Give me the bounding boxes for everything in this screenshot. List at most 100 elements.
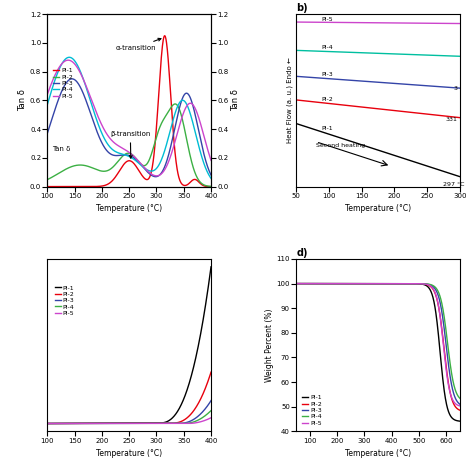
PI-4 [402,281,408,286]
Line: PI-1: PI-1 [47,267,211,423]
PI-5 [154,420,160,426]
PI-2 [141,420,146,426]
Text: α-transition: α-transition [116,38,161,51]
PI-1 [168,417,173,422]
X-axis label: Temperature (°C): Temperature (°C) [345,449,411,458]
PI-3 [460,403,465,409]
PI-2 [340,281,346,286]
PI-3 [45,420,50,426]
PI-2 [118,420,124,426]
PI-1 [340,281,346,286]
Text: 331: 331 [446,117,457,122]
PI-3 [118,420,124,426]
Line: PI-3: PI-3 [296,283,463,406]
PI-3 [154,420,160,426]
Text: d): d) [296,248,308,258]
PI-1 [334,281,340,286]
PI-3 [293,281,299,286]
PI-5 [141,420,146,426]
PI-1 [154,420,160,426]
PI-2 [423,282,428,287]
Text: PI-5: PI-5 [321,17,333,21]
PI-3 [141,420,146,426]
Line: PI-2: PI-2 [296,283,463,411]
PI-3 [73,420,79,426]
PI-4 [168,420,173,426]
Text: Second heating: Second heating [316,143,365,148]
PI-5 [293,281,299,286]
PI-2 [208,369,214,375]
PI-1 [402,281,408,286]
Y-axis label: Tan δ: Tan δ [231,90,240,111]
PI-3 [334,281,340,286]
PI-3 [423,281,428,287]
PI-4 [443,328,449,334]
PI-3 [443,342,449,347]
PI-2 [346,281,352,286]
PI-1 [293,281,299,286]
PI-5 [208,415,214,420]
Text: Tan δ: Tan δ [52,146,71,152]
X-axis label: Temperature (°C): Temperature (°C) [345,204,411,213]
PI-5 [168,420,173,426]
PI-4 [423,281,428,287]
PI-5 [118,420,124,426]
PI-2 [154,420,160,426]
PI-2 [334,281,340,286]
PI-1 [118,420,124,426]
PI-4 [87,420,92,426]
Text: 297 °C: 297 °C [443,182,464,187]
PI-5 [346,281,352,286]
Line: PI-4: PI-4 [296,283,463,400]
PI-3 [168,420,173,426]
PI-5 [340,281,346,286]
PI-2 [45,420,50,426]
PI-4 [340,281,346,286]
PI-2 [73,420,79,426]
X-axis label: Temperature (°C): Temperature (°C) [96,449,162,458]
PI-4 [346,281,352,286]
PI-4 [45,420,50,426]
PI-2 [443,364,449,369]
PI-3 [87,420,92,426]
PI-2 [402,281,408,286]
PI-5 [334,281,340,286]
PI-2 [293,281,299,286]
Text: PI-3: PI-3 [321,73,333,77]
Y-axis label: Tan δ: Tan δ [18,90,27,111]
X-axis label: Temperature (°C): Temperature (°C) [96,204,162,213]
Text: b): b) [296,3,308,13]
Y-axis label: Heat Flow (a. u.) Endo ←: Heat Flow (a. u.) Endo ← [287,57,293,143]
PI-3 [402,281,408,286]
PI-4 [73,420,79,426]
PI-1 [87,420,92,426]
Text: 3: 3 [453,86,457,91]
PI-1 [45,420,50,426]
Text: PI-1: PI-1 [321,126,333,131]
Line: PI-3: PI-3 [47,401,211,423]
PI-3 [346,281,352,286]
PI-5 [73,420,79,426]
PI-5 [45,420,50,426]
PI-2 [87,420,92,426]
PI-4 [460,397,465,403]
PI-4 [118,420,124,426]
PI-1 [443,399,449,405]
Legend: PI-1, PI-2, PI-3, PI-4, PI-5: PI-1, PI-2, PI-3, PI-4, PI-5 [52,283,77,319]
Line: PI-2: PI-2 [47,372,211,423]
PI-4 [154,420,160,426]
Text: PI-2: PI-2 [321,97,333,102]
PI-4 [141,420,146,426]
PI-5 [460,403,465,409]
Line: PI-4: PI-4 [47,410,211,423]
PI-1 [346,281,352,286]
PI-5 [443,366,449,372]
PI-3 [340,281,346,286]
Legend: PI-1, PI-2, PI-3, PI-4, PI-5: PI-1, PI-2, PI-3, PI-4, PI-5 [299,392,324,428]
PI-3 [208,398,214,403]
PI-4 [293,281,299,286]
Legend: PI-1, PI-2, PI-3, PI-4, PI-5: PI-1, PI-2, PI-3, PI-4, PI-5 [51,65,75,101]
PI-4 [334,281,340,286]
PI-1 [208,264,214,270]
Line: PI-1: PI-1 [296,283,463,421]
